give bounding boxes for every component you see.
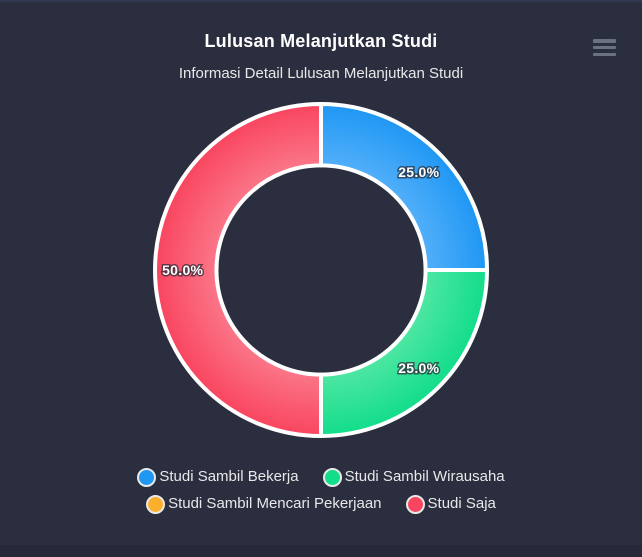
pie-slice-studi-sambil-wirausaha[interactable] xyxy=(319,268,489,438)
legend-item-studi-sambil-mencari-pekerjaan[interactable]: Studi Sambil Mencari Pekerjaan xyxy=(146,493,382,515)
legend-row-1: Studi Sambil Bekerja Studi Sambil Wirausa… xyxy=(137,466,505,488)
legend-item-studi-sambil-bekerja[interactable]: Studi Sambil Bekerja xyxy=(137,466,299,488)
legend-row-2: Studi Sambil Mencari Pekerjaan Studi Saja xyxy=(146,493,496,515)
hamburger-menu-icon xyxy=(593,39,616,43)
legend-marker-icon xyxy=(405,494,425,514)
legend-marker-icon xyxy=(322,467,342,487)
page-background-strip xyxy=(0,545,642,557)
chart-context-menu-button[interactable] xyxy=(593,39,616,56)
hamburger-menu-icon xyxy=(593,52,616,56)
legend-marker-icon xyxy=(137,467,157,487)
legend-marker-icon xyxy=(146,494,166,514)
legend-item-label: Studi Sambil Wirausaha xyxy=(344,468,505,485)
legend-item-studi-sambil-wirausaha[interactable]: Studi Sambil Wirausaha xyxy=(322,466,505,488)
legend-item-label: Studi Sambil Bekerja xyxy=(159,468,299,485)
pie-slice-studi-saja[interactable] xyxy=(153,102,323,438)
legend-item-label: Studi Sambil Mencari Pekerjaan xyxy=(168,495,382,512)
pie-slice-studi-sambil-bekerja[interactable] xyxy=(319,102,489,272)
chart-title: Lulusan Melanjutkan Studi xyxy=(204,31,438,51)
chart-subtitle: Informasi Detail Lulusan Melanjutkan Stu… xyxy=(178,65,464,82)
legend-item-label: Studi Saja xyxy=(427,495,496,512)
chart-legend: Studi Sambil Bekerja Studi Sambil Wirausa… xyxy=(0,466,642,515)
hamburger-menu-icon xyxy=(593,45,616,50)
legend-item-studi-saja[interactable]: Studi Saja xyxy=(405,493,496,515)
